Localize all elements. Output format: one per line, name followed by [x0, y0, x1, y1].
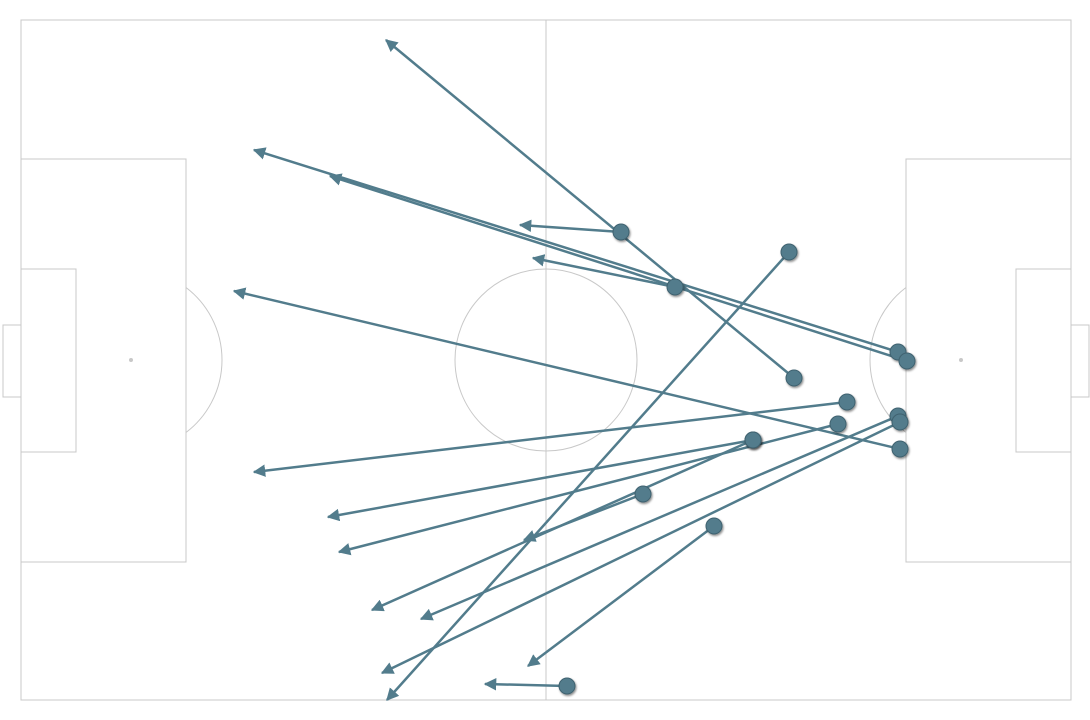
pass-origin [785, 369, 803, 387]
pass-origin [829, 415, 847, 433]
goal [1070, 324, 1090, 398]
pass-origin [780, 243, 798, 261]
pass-arrow [522, 492, 644, 542]
pass-origin [891, 440, 909, 458]
pass-origin [838, 393, 856, 411]
pass-arrow [518, 219, 622, 234]
pass-arrow [527, 525, 715, 667]
pass-arrow [483, 678, 568, 691]
pass-arrow [232, 287, 901, 451]
pass-origin [898, 352, 916, 370]
pass-origin [634, 485, 652, 503]
penalty-arc [185, 287, 223, 433]
pass-origin [705, 517, 723, 535]
pass-arrow [386, 251, 790, 701]
goal [2, 324, 22, 398]
six-yard-box [20, 268, 77, 453]
pass-arrow [531, 254, 676, 289]
pass-origin [666, 278, 684, 296]
pass-arrow [419, 414, 899, 621]
penalty-box [20, 158, 187, 563]
pitch [2, 19, 1090, 701]
penalty-box [905, 158, 1072, 563]
pass-arrow [328, 173, 908, 363]
pass-origin [744, 431, 762, 449]
pass-origin [891, 413, 909, 431]
center-circle [454, 268, 638, 452]
penalty-spot [129, 358, 133, 362]
pass-arrow [252, 147, 899, 354]
pass-origin [612, 223, 630, 241]
pass-arrow [252, 400, 848, 477]
pass-arrow [326, 438, 754, 522]
six-yard-box [1015, 268, 1072, 453]
penalty-spot [959, 358, 963, 362]
pass-origin [558, 677, 576, 695]
pass-arrow [380, 420, 901, 675]
pass-arrow [385, 39, 795, 379]
